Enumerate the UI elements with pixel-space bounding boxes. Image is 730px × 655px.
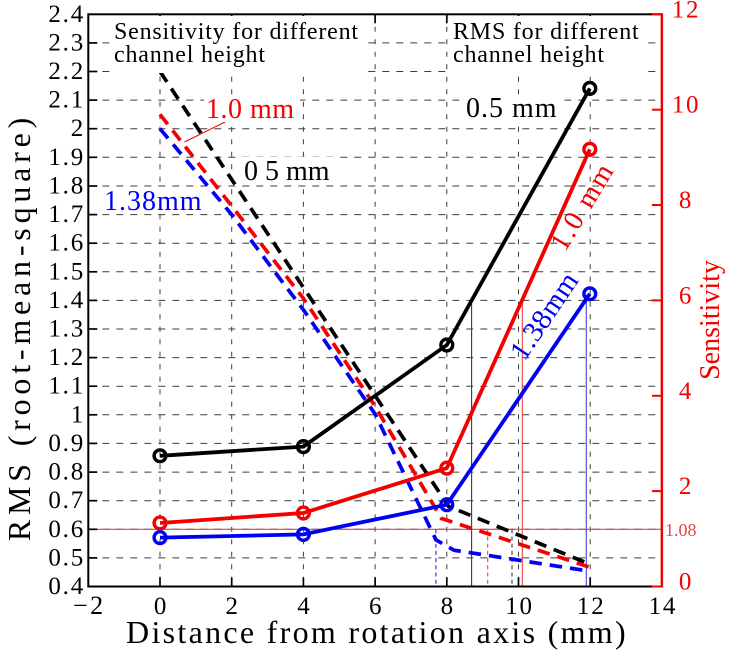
svg-text:1.8: 1.8	[48, 173, 85, 200]
svg-text:1.38mm: 1.38mm	[104, 186, 203, 217]
svg-text:0.5: 0.5	[48, 544, 85, 571]
svg-text:0.8: 0.8	[48, 459, 85, 486]
svg-text:2.4: 2.4	[48, 1, 85, 28]
svg-text:12: 12	[672, 0, 701, 23]
svg-text:1.7: 1.7	[48, 201, 85, 228]
svg-text:10: 10	[505, 593, 534, 620]
svg-text:0: 0	[154, 593, 168, 620]
svg-text:0.9: 0.9	[48, 430, 85, 457]
svg-text:2.2: 2.2	[48, 58, 85, 85]
svg-text:1.1: 1.1	[48, 373, 85, 400]
svg-text:10: 10	[672, 92, 701, 119]
svg-text:RMS (root-mean-square): RMS (root-mean-square)	[1, 113, 37, 541]
svg-text:0: 0	[679, 569, 693, 596]
svg-text:1.0 mm: 1.0 mm	[206, 94, 295, 125]
svg-text:2: 2	[71, 115, 85, 142]
svg-text:channel height: channel height	[453, 42, 605, 68]
svg-text:12: 12	[577, 593, 606, 620]
svg-text:4: 4	[679, 378, 693, 405]
svg-text:1.2: 1.2	[48, 344, 85, 371]
svg-text:2.3: 2.3	[48, 29, 85, 56]
svg-text:−2: −2	[73, 591, 106, 620]
svg-text:0.4: 0.4	[48, 573, 85, 600]
svg-text:1.4: 1.4	[48, 287, 85, 314]
svg-text:8: 8	[679, 187, 693, 214]
svg-text:RMS for different: RMS for different	[453, 19, 639, 45]
svg-text:2: 2	[226, 593, 240, 620]
svg-text:0 5 mm: 0 5 mm	[244, 156, 330, 187]
svg-text:0.5 mm: 0.5 mm	[466, 93, 558, 124]
svg-text:4: 4	[297, 593, 311, 620]
svg-text:2: 2	[679, 473, 693, 500]
svg-text:6: 6	[369, 593, 383, 620]
svg-text:1.5: 1.5	[48, 258, 85, 285]
svg-text:1.08: 1.08	[665, 520, 697, 540]
svg-text:0.7: 0.7	[48, 487, 85, 514]
svg-text:8: 8	[441, 593, 455, 620]
svg-text:channel height: channel height	[114, 42, 266, 68]
svg-text:0.6: 0.6	[48, 516, 85, 543]
svg-text:Distance from rotation axis (m: Distance from rotation axis (mm)	[126, 614, 628, 650]
svg-text:1.9: 1.9	[48, 144, 85, 171]
svg-text:1: 1	[71, 401, 85, 428]
svg-text:6: 6	[679, 282, 693, 309]
svg-text:Sensitivity for different: Sensitivity for different	[114, 19, 359, 45]
svg-text:1.6: 1.6	[48, 230, 85, 257]
svg-text:1.3: 1.3	[48, 316, 85, 343]
svg-text:2.1: 2.1	[48, 87, 85, 114]
svg-text:14: 14	[649, 593, 678, 620]
svg-text:Sensitivity: Sensitivity	[695, 260, 726, 380]
